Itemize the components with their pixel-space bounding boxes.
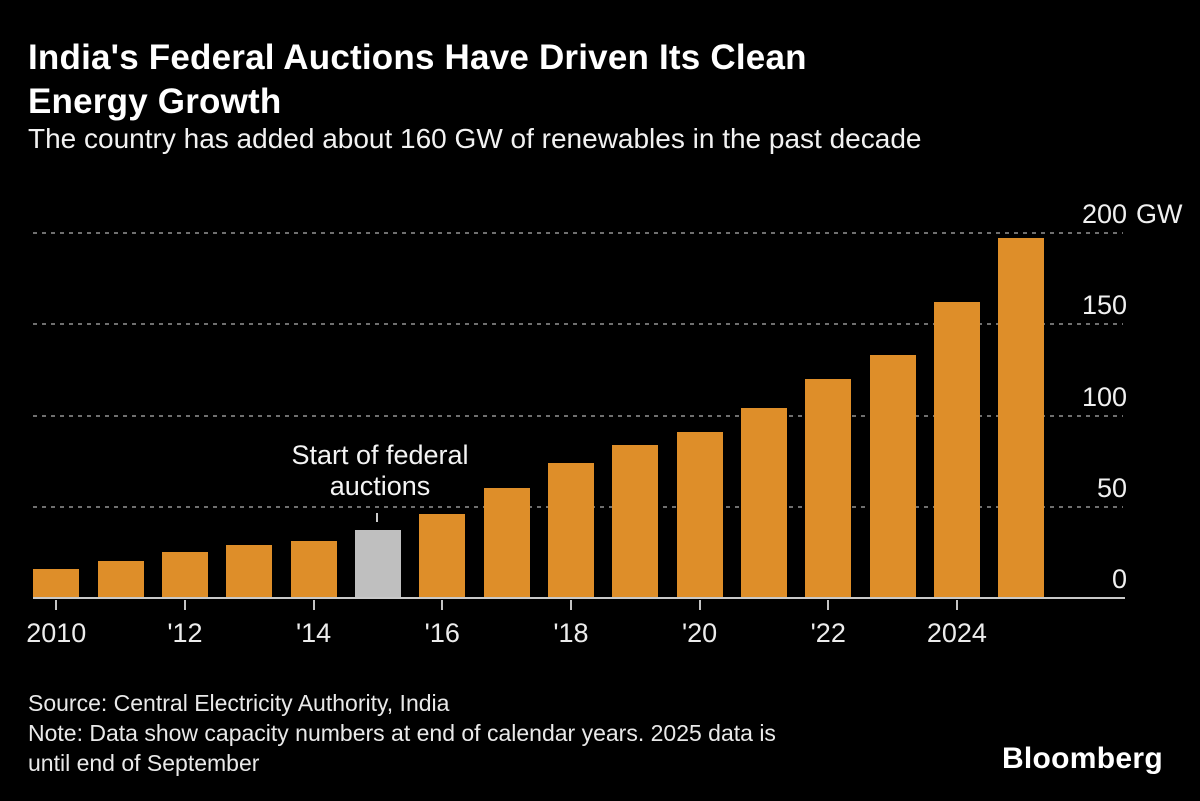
x-axis-label-18: '18	[553, 618, 589, 648]
gridline-150	[33, 323, 1123, 326]
x-axis-tick-12	[183, 600, 186, 610]
y-axis-label-100: 100	[1081, 381, 1127, 412]
chart-subtitle: The country has added about 160 GW of re…	[28, 123, 922, 154]
y-axis-label-200: 200	[1081, 199, 1127, 229]
y-axis-label-50: 50	[1096, 472, 1127, 503]
note-text-line2: until end of September	[28, 750, 260, 776]
chart-title-line2: Energy Growth	[28, 82, 282, 121]
source-note-block: Source: Central Electricity Authority, I…	[28, 688, 776, 778]
gridline-100	[33, 414, 1123, 417]
x-axis-tick-18	[569, 600, 572, 610]
bloomberg-logo: Bloomberg	[1001, 742, 1163, 775]
x-axis-tick-14	[312, 600, 315, 610]
x-axis-tick-2024	[955, 600, 958, 610]
x-axis-label-20: '20	[682, 618, 718, 648]
x-axis-tick-20	[698, 600, 701, 610]
bar-2012	[162, 552, 208, 598]
annotation-line2: auctions	[329, 471, 431, 501]
bar-2013	[226, 545, 272, 598]
bar-2024	[934, 302, 980, 598]
chart-title-line1: India's Federal Auctions Have Driven Its…	[28, 38, 807, 77]
x-axis-baseline	[33, 597, 1125, 599]
y-axis-label-0: 0	[1111, 564, 1127, 594]
x-axis-label-2010: 2010	[26, 618, 87, 648]
bar-2011	[98, 561, 144, 598]
bar-2010	[33, 569, 79, 598]
x-axis-label-16: '16	[424, 618, 460, 648]
gridline-200	[33, 232, 1123, 234]
y-axis-label-150: 150	[1081, 290, 1127, 321]
annotation-pointer-line	[376, 513, 378, 522]
bar-2019	[612, 445, 658, 598]
x-axis-tick-16	[441, 600, 444, 610]
bar-2018	[548, 463, 594, 598]
bar-2021	[741, 408, 787, 598]
x-axis-label-14: '14	[296, 618, 332, 648]
x-axis-label-22: '22	[810, 618, 846, 648]
bar-2025	[998, 238, 1044, 598]
bar-2022	[805, 379, 851, 598]
bar-2020	[677, 432, 723, 598]
x-axis-label-2024: 2024	[926, 618, 987, 648]
chart-title: India's Federal Auctions Have Driven Its…	[28, 36, 948, 124]
bar-2016	[419, 514, 465, 598]
bar-2017	[484, 488, 530, 598]
source-text: Source: Central Electricity Authority, I…	[28, 690, 450, 716]
y-axis-unit-label: GW	[1136, 199, 1183, 229]
bar-2023	[870, 355, 916, 598]
x-axis-tick-2010	[55, 600, 58, 610]
annotation-start-of-federal-auctions: Start of federal auctions	[291, 440, 468, 502]
x-axis-tick-22	[827, 600, 830, 610]
bar-2015	[355, 530, 401, 598]
bar-2014	[291, 541, 337, 598]
x-axis-label-12: '12	[167, 618, 203, 648]
annotation-line1: Start of federal	[291, 440, 469, 470]
note-text-line1: Note: Data show capacity numbers at end …	[28, 720, 776, 746]
